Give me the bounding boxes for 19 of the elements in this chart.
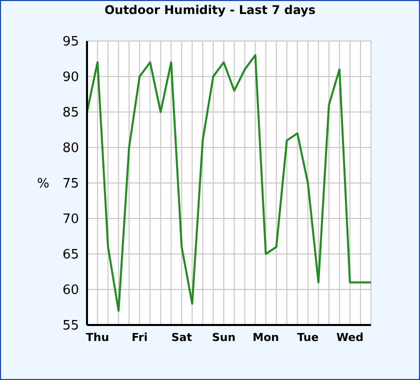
x-tick-label: Wed	[336, 330, 364, 344]
y-axis-title: %	[37, 176, 50, 192]
y-tick-label: 55	[62, 318, 79, 334]
y-tick-label: 85	[62, 106, 79, 121]
y-tick-label: 90	[62, 70, 79, 86]
x-tick-label: Mon	[252, 330, 279, 344]
y-tick-label: 75	[62, 176, 79, 192]
y-tick-label: 80	[62, 141, 79, 156]
y-tick-label: 60	[62, 283, 79, 298]
line-series	[87, 54, 371, 312]
x-tick-label: Tue	[297, 330, 319, 344]
y-tick-label: 65	[62, 248, 79, 263]
y-tick-label: 95	[62, 34, 79, 50]
y-tick-label: 70	[62, 212, 79, 228]
x-tick-label: Thu	[86, 330, 110, 344]
x-tick-label: Sun	[212, 330, 236, 344]
x-tick-label: Fri	[132, 330, 148, 344]
chart-title: Outdoor Humidity - Last 7 days	[103, 3, 317, 17]
x-tick-label: Sat	[171, 330, 192, 344]
